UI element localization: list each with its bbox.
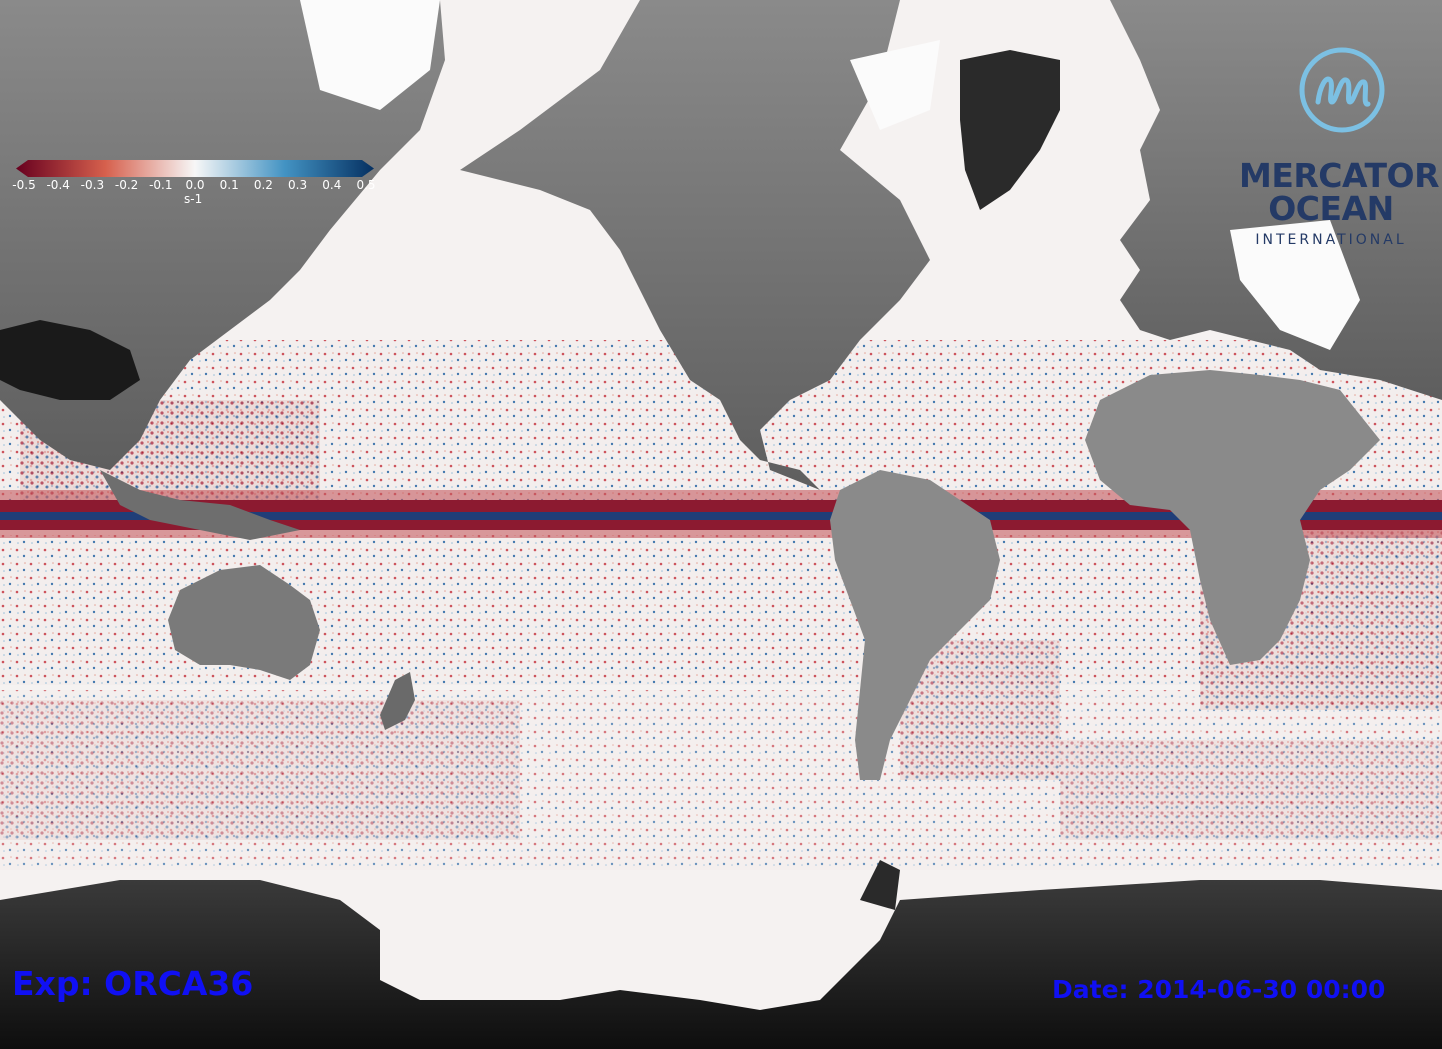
colorbar-tick: 0.1 xyxy=(219,178,239,192)
colorbar-tick-labels: -0.5 -0.4 -0.3 -0.2 -0.1 0.0 0.1 0.2 0.3 0.4 0.5 xyxy=(12,178,376,192)
land-indonesia xyxy=(100,470,300,540)
colorbar-tick: -0.4 xyxy=(46,178,70,192)
colorbar-tick: -0.5 xyxy=(12,178,36,192)
logo-text-ocean: OCEAN xyxy=(1268,189,1394,228)
colorbar-tick: -0.1 xyxy=(149,178,173,192)
sea-ice xyxy=(300,0,1360,350)
logo-text-international: INTERNATIONAL xyxy=(1255,232,1407,248)
colorbar-tick: 0.5 xyxy=(356,178,376,192)
colorbar-unit: s-1 xyxy=(184,192,203,206)
colorbar-gradient xyxy=(16,160,374,177)
colorbar-tick: -0.3 xyxy=(80,178,105,192)
land-africa xyxy=(1085,370,1380,665)
colorbar-tick: 0.4 xyxy=(322,178,342,192)
land-antarctic-peninsula xyxy=(860,860,900,910)
land-north-america xyxy=(460,0,930,490)
colorbar-tick: 0.0 xyxy=(185,178,205,192)
date-label: Date: 2014-06-30 00:00 xyxy=(1052,975,1386,1004)
mercator-ocean-logo: MERCATOR OCEAN INTERNATIONAL xyxy=(1236,46,1442,256)
equatorial-current-band xyxy=(0,490,1442,538)
land-australia xyxy=(168,565,320,680)
colorbar-tick: -0.2 xyxy=(114,178,139,192)
land-new-zealand xyxy=(380,672,415,730)
land-greenland xyxy=(960,50,1060,210)
experiment-label: Exp: ORCA36 xyxy=(12,964,254,1003)
colorbar-tick: 0.2 xyxy=(253,178,273,192)
land-antarctica xyxy=(0,880,1442,1049)
logo-text-mercator: MERCATOR xyxy=(1239,156,1439,195)
land-south-america xyxy=(830,470,1000,780)
colorbar-tick: 0.3 xyxy=(288,178,308,192)
land-tibet xyxy=(0,320,140,400)
logo-m-icon xyxy=(1299,47,1385,133)
